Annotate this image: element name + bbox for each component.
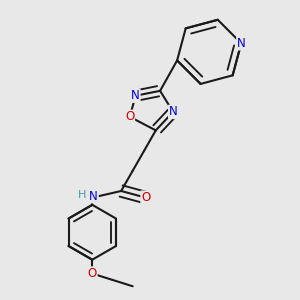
- Text: O: O: [141, 191, 150, 204]
- Text: N: N: [237, 37, 246, 50]
- Text: H: H: [78, 190, 86, 200]
- Text: N: N: [169, 105, 178, 119]
- Text: N: N: [131, 89, 140, 102]
- Text: N: N: [89, 190, 98, 203]
- Text: O: O: [88, 267, 97, 280]
- Text: O: O: [125, 110, 134, 123]
